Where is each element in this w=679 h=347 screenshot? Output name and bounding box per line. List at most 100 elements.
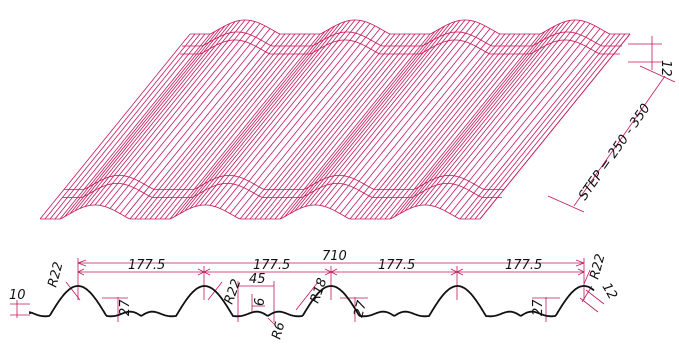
sheet-slope-line [249, 33, 401, 220]
sheet-slope-line [429, 20, 581, 206]
sheet-slope-line [139, 33, 291, 220]
sheet-slope-line [39, 33, 191, 220]
sheet-slope-line [54, 33, 206, 220]
sheet-slope-line [399, 28, 551, 214]
sheet-slope-line [164, 33, 316, 220]
pitch-label-1: 177.5 [128, 258, 165, 273]
sheet-slope-line [414, 21, 566, 207]
sheet-slope-line [244, 33, 396, 220]
sheet-slope-line [434, 21, 586, 207]
sheet-slope-line [114, 25, 266, 212]
sheet-slope-line [144, 33, 296, 220]
sheet-slope-line [299, 23, 451, 209]
sheet-slope-line [264, 33, 416, 220]
sheet-slope-line [154, 33, 306, 220]
sheet-slope-line [229, 28, 381, 214]
sheet-front-edge [40, 204, 480, 220]
sheet-slope-line [254, 33, 406, 220]
sheet-slope-line [324, 21, 476, 207]
sheet-slope-line [259, 33, 411, 220]
height-label-10: 10 [9, 288, 26, 303]
sheet-slope-line [204, 19, 356, 206]
radius-label-left: R22 [45, 260, 66, 289]
sheet-step-upper-lip [180, 39, 620, 55]
sheet-slope-line [224, 25, 376, 212]
sheet-slope-line [344, 31, 496, 217]
sheet-slope-line [364, 33, 516, 220]
sheet-slope-line [419, 20, 571, 206]
sheet-slope-line [464, 33, 616, 220]
sheet-slope-line [339, 28, 491, 214]
pitch-label-2: 177.5 [253, 258, 290, 273]
sheet-slope-line [409, 23, 561, 209]
sheet-slope-line [74, 25, 226, 212]
sheet-slope-line [449, 28, 601, 214]
sheet-slope-line [284, 31, 436, 217]
sheet-slope-line [269, 33, 421, 220]
sheet-slope-line [314, 19, 466, 206]
step-dimension [547, 65, 676, 213]
sheet-right-edge [479, 33, 631, 220]
rib-label-27-a: 27 [118, 299, 133, 316]
sheet-step-upper [182, 31, 622, 47]
sheet-step-lower [64, 175, 504, 190]
sheet-slope-line [374, 33, 526, 220]
sheet-slope-line [329, 23, 481, 209]
profile-ticks [77, 259, 585, 276]
sheet-slope-line [169, 33, 321, 220]
sheet-slope-line [69, 28, 221, 214]
sheet-slope-line [279, 33, 431, 220]
sheet-slope-line [199, 20, 351, 206]
sheet-slope-line [129, 33, 281, 220]
sheet-slope-line [359, 33, 511, 220]
rib-label-6: 6 [253, 298, 268, 306]
total-width-label: 710 [322, 249, 347, 264]
radius-label-mid: R22 [222, 277, 245, 306]
height-dimension-top [628, 36, 662, 70]
radius-label-18: R18 [308, 276, 331, 305]
sheet-slope-line [149, 33, 301, 220]
sheet-slope-line [209, 20, 361, 206]
sheet-slope-line [444, 25, 596, 212]
pitch-label-3: 177.5 [378, 258, 415, 273]
sheet-slope-line [439, 23, 591, 209]
sheet-slope-line [474, 33, 626, 220]
sheet-slope-line [294, 25, 446, 212]
sheet-slope-line [44, 33, 196, 220]
sheet-slope-line [394, 31, 546, 217]
height-label-top: 12 [658, 60, 673, 77]
sheet-slope-line [89, 20, 241, 206]
sheet-slope-line [99, 20, 251, 206]
sheet-slope-line [124, 31, 276, 217]
sheet-slope-line [334, 25, 486, 212]
sheet-slope-line [379, 33, 531, 220]
sheet-slope-line [469, 33, 621, 220]
sheet-slope-line [159, 33, 311, 220]
sheet-slope-line [184, 25, 336, 212]
sheet-slope-line [109, 23, 261, 209]
sheet-slope-line [389, 33, 541, 220]
sheet-slope-line [104, 21, 256, 207]
sheet-slope-line [304, 21, 456, 207]
sheet-slope-line [64, 31, 216, 217]
sheet-slope-line [454, 31, 606, 217]
sheet-slope-line [424, 19, 576, 206]
sheet-slope-line [369, 33, 521, 220]
sheet-slope-line [189, 23, 341, 209]
sheet-slope-line [84, 21, 236, 207]
step-label: STEP = 250 - 350 [576, 101, 654, 203]
height-label-right: 12 [599, 281, 620, 303]
span-label-45: 45 [249, 272, 266, 287]
sheet-slope-line [174, 31, 326, 217]
sheet-slope-line [179, 28, 331, 214]
sheet-slope-line [234, 31, 386, 217]
sheet-slope-line [59, 33, 211, 220]
sheet-step-lower-lip [62, 183, 502, 198]
sheet-slope-line [49, 33, 201, 220]
sheet-slope-line [309, 20, 461, 206]
sheet-slope-line [349, 33, 501, 220]
sheet-slope-line [239, 33, 391, 220]
radius-label-right: R22 [587, 252, 608, 281]
sheet-slope-line [94, 19, 246, 206]
